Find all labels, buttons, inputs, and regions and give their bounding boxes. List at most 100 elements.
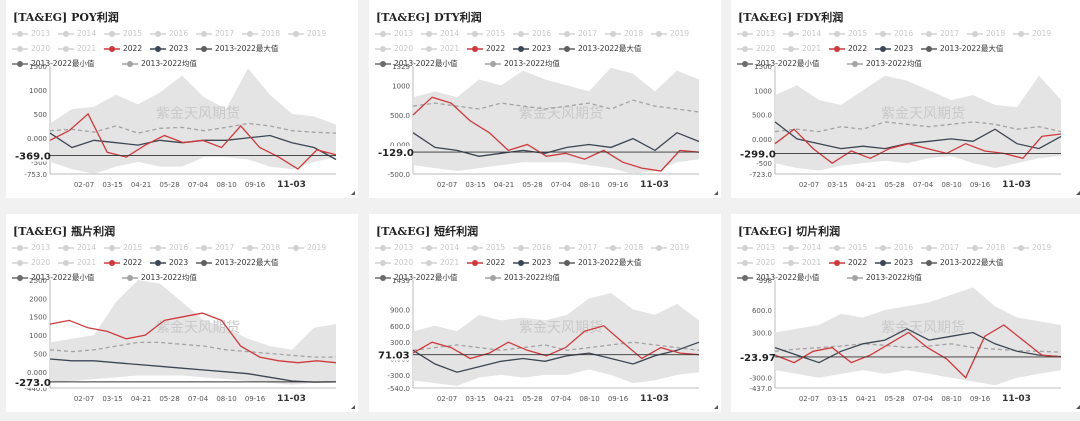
legend-label: 2023	[894, 44, 914, 53]
resize-handle-icon[interactable]	[714, 191, 718, 195]
y-tick-label: 300.0	[752, 330, 772, 338]
legend-label: 2016	[894, 243, 914, 252]
legend-line-icon	[783, 46, 799, 52]
legend-line-icon	[150, 46, 166, 52]
legend-label: 2017	[940, 29, 960, 38]
resize-handle-icon[interactable]	[351, 405, 355, 409]
legend-label: 2013-2022最大值	[578, 44, 642, 53]
legend-label: 2022	[486, 258, 506, 267]
max-min-band	[775, 287, 1061, 386]
chart-panel: [TA&EG] FDY利润 2013 2014 2015 2016 2017 2018 201…	[731, 0, 1080, 198]
legend-label: 2019	[1032, 243, 1052, 252]
legend-label: 2013-2022均值	[866, 273, 922, 282]
watermark-text: 紫金天风期货	[881, 319, 965, 336]
max-min-band	[50, 68, 336, 174]
legend-line-icon	[737, 31, 753, 37]
legend-line-icon	[921, 260, 937, 266]
legend-label: 2018	[624, 29, 644, 38]
legend-line-icon	[651, 245, 667, 251]
legend-line-icon	[605, 245, 621, 251]
legend-label: 2013-2022均值	[141, 59, 197, 68]
x-tick-label: 02-07	[74, 181, 94, 189]
legend-line-icon	[829, 260, 845, 266]
legend-line-icon	[559, 31, 575, 37]
legend-label: 2019	[1032, 29, 1052, 38]
legend-label: 2018	[261, 29, 281, 38]
legend-line-icon	[467, 31, 483, 37]
series-2022-line	[774, 324, 1062, 379]
legend-label: 2013-2022最大值	[940, 44, 1004, 53]
legend-line-icon	[829, 245, 845, 251]
y-tick-label: 2500	[29, 277, 47, 285]
average-line	[49, 341, 336, 358]
legend-line-icon	[467, 260, 483, 266]
legend-line-icon	[875, 31, 891, 37]
y-tick-label: -540.0	[387, 385, 410, 393]
x-tick-label: 08-10	[579, 181, 599, 189]
legend-line-icon	[150, 245, 166, 251]
x-tick-label: 03-15	[102, 181, 122, 189]
legend-label: 2015	[123, 243, 143, 252]
x-tick-label: 03-15	[827, 181, 847, 189]
watermark-text: 紫金天风期货	[519, 319, 603, 336]
resize-handle-icon[interactable]	[1076, 191, 1080, 195]
x-tick-label: 03-15	[465, 181, 485, 189]
legend-label: 2020	[756, 258, 776, 267]
x-tick-label: 11-03	[1002, 180, 1031, 190]
x-tick-label: 09-16	[608, 395, 629, 403]
resize-handle-icon[interactable]	[714, 405, 718, 409]
legend-line-icon	[921, 31, 937, 37]
legend-line-icon	[559, 46, 575, 52]
y-tick-label: 0.000	[390, 141, 410, 149]
y-tick-label: 500.0	[390, 112, 410, 120]
legend-label: 2020	[394, 258, 414, 267]
legend-line-icon	[967, 245, 983, 251]
resize-handle-icon[interactable]	[1076, 405, 1080, 409]
average-line	[412, 341, 700, 351]
legend-label: 2019	[670, 243, 690, 252]
current-value-label: -23.97	[740, 353, 776, 364]
y-tick-label: -300.0	[749, 375, 772, 383]
x-tick-label: 11-03	[277, 394, 306, 404]
legend-line-icon	[467, 245, 483, 251]
series-2022-line	[774, 128, 1062, 164]
chart-plot: 1500 1000 500 0.000 -500 -753.0 紫金天风期货 -369.0 02…	[10, 63, 337, 190]
legend-label: 2022	[123, 258, 143, 267]
chart-title: [TA&EG] FDY利润	[738, 11, 844, 24]
x-tick-label: 02-07	[74, 395, 94, 403]
x-tick-label: 05-28	[884, 395, 904, 403]
y-tick-label: 300.0	[390, 339, 410, 347]
y-tick-label: -753.0	[24, 171, 47, 179]
legend-label: 2020	[31, 258, 51, 267]
legend-line-icon	[559, 260, 575, 266]
legend-label: 2019	[670, 29, 690, 38]
legend-line-icon	[513, 46, 529, 52]
resize-handle-icon[interactable]	[351, 191, 355, 195]
average-line	[774, 121, 1062, 133]
legend-line-icon	[12, 260, 28, 266]
current-value-box	[373, 146, 411, 159]
y-tick-label: 0.000	[27, 135, 47, 143]
series-2022-line	[49, 112, 337, 170]
legend-line-icon	[875, 46, 891, 52]
legend-label: 2020	[394, 44, 414, 53]
watermark-text: 紫金天风期货	[881, 105, 965, 122]
x-tick-label: 02-07	[437, 395, 457, 403]
y-tick-label: 500.0	[752, 112, 772, 120]
legend-line-icon	[847, 61, 863, 67]
series-2022-line	[412, 325, 700, 360]
y-tick-label: 1000	[392, 82, 410, 90]
x-tick-label: 07-04	[913, 395, 934, 403]
legend-label: 2015	[486, 29, 506, 38]
legend-label: 2014	[77, 29, 97, 38]
chart-panel: [TA&EG] DTY利润 2013 2014 2015 2016 2017 2018 201…	[369, 0, 721, 198]
legend-label: 2013	[394, 29, 414, 38]
legend-line-icon	[196, 31, 212, 37]
chart-plot: 2500 2000 1500 1000 500 0.000 -440.0 紫金天风期货 -273…	[10, 277, 337, 404]
x-tick-label: 09-16	[245, 395, 266, 403]
y-tick-label: 2000	[29, 295, 47, 303]
y-tick-label: -500.0	[387, 171, 410, 179]
y-tick-label: -440.0	[24, 385, 47, 393]
chart-title: [TA&EG] 瓶片利润	[13, 225, 116, 238]
chart-panel: [TA&EG] 切片利润 2013 2014 2015 2016 2017 2018 2019…	[731, 214, 1080, 412]
